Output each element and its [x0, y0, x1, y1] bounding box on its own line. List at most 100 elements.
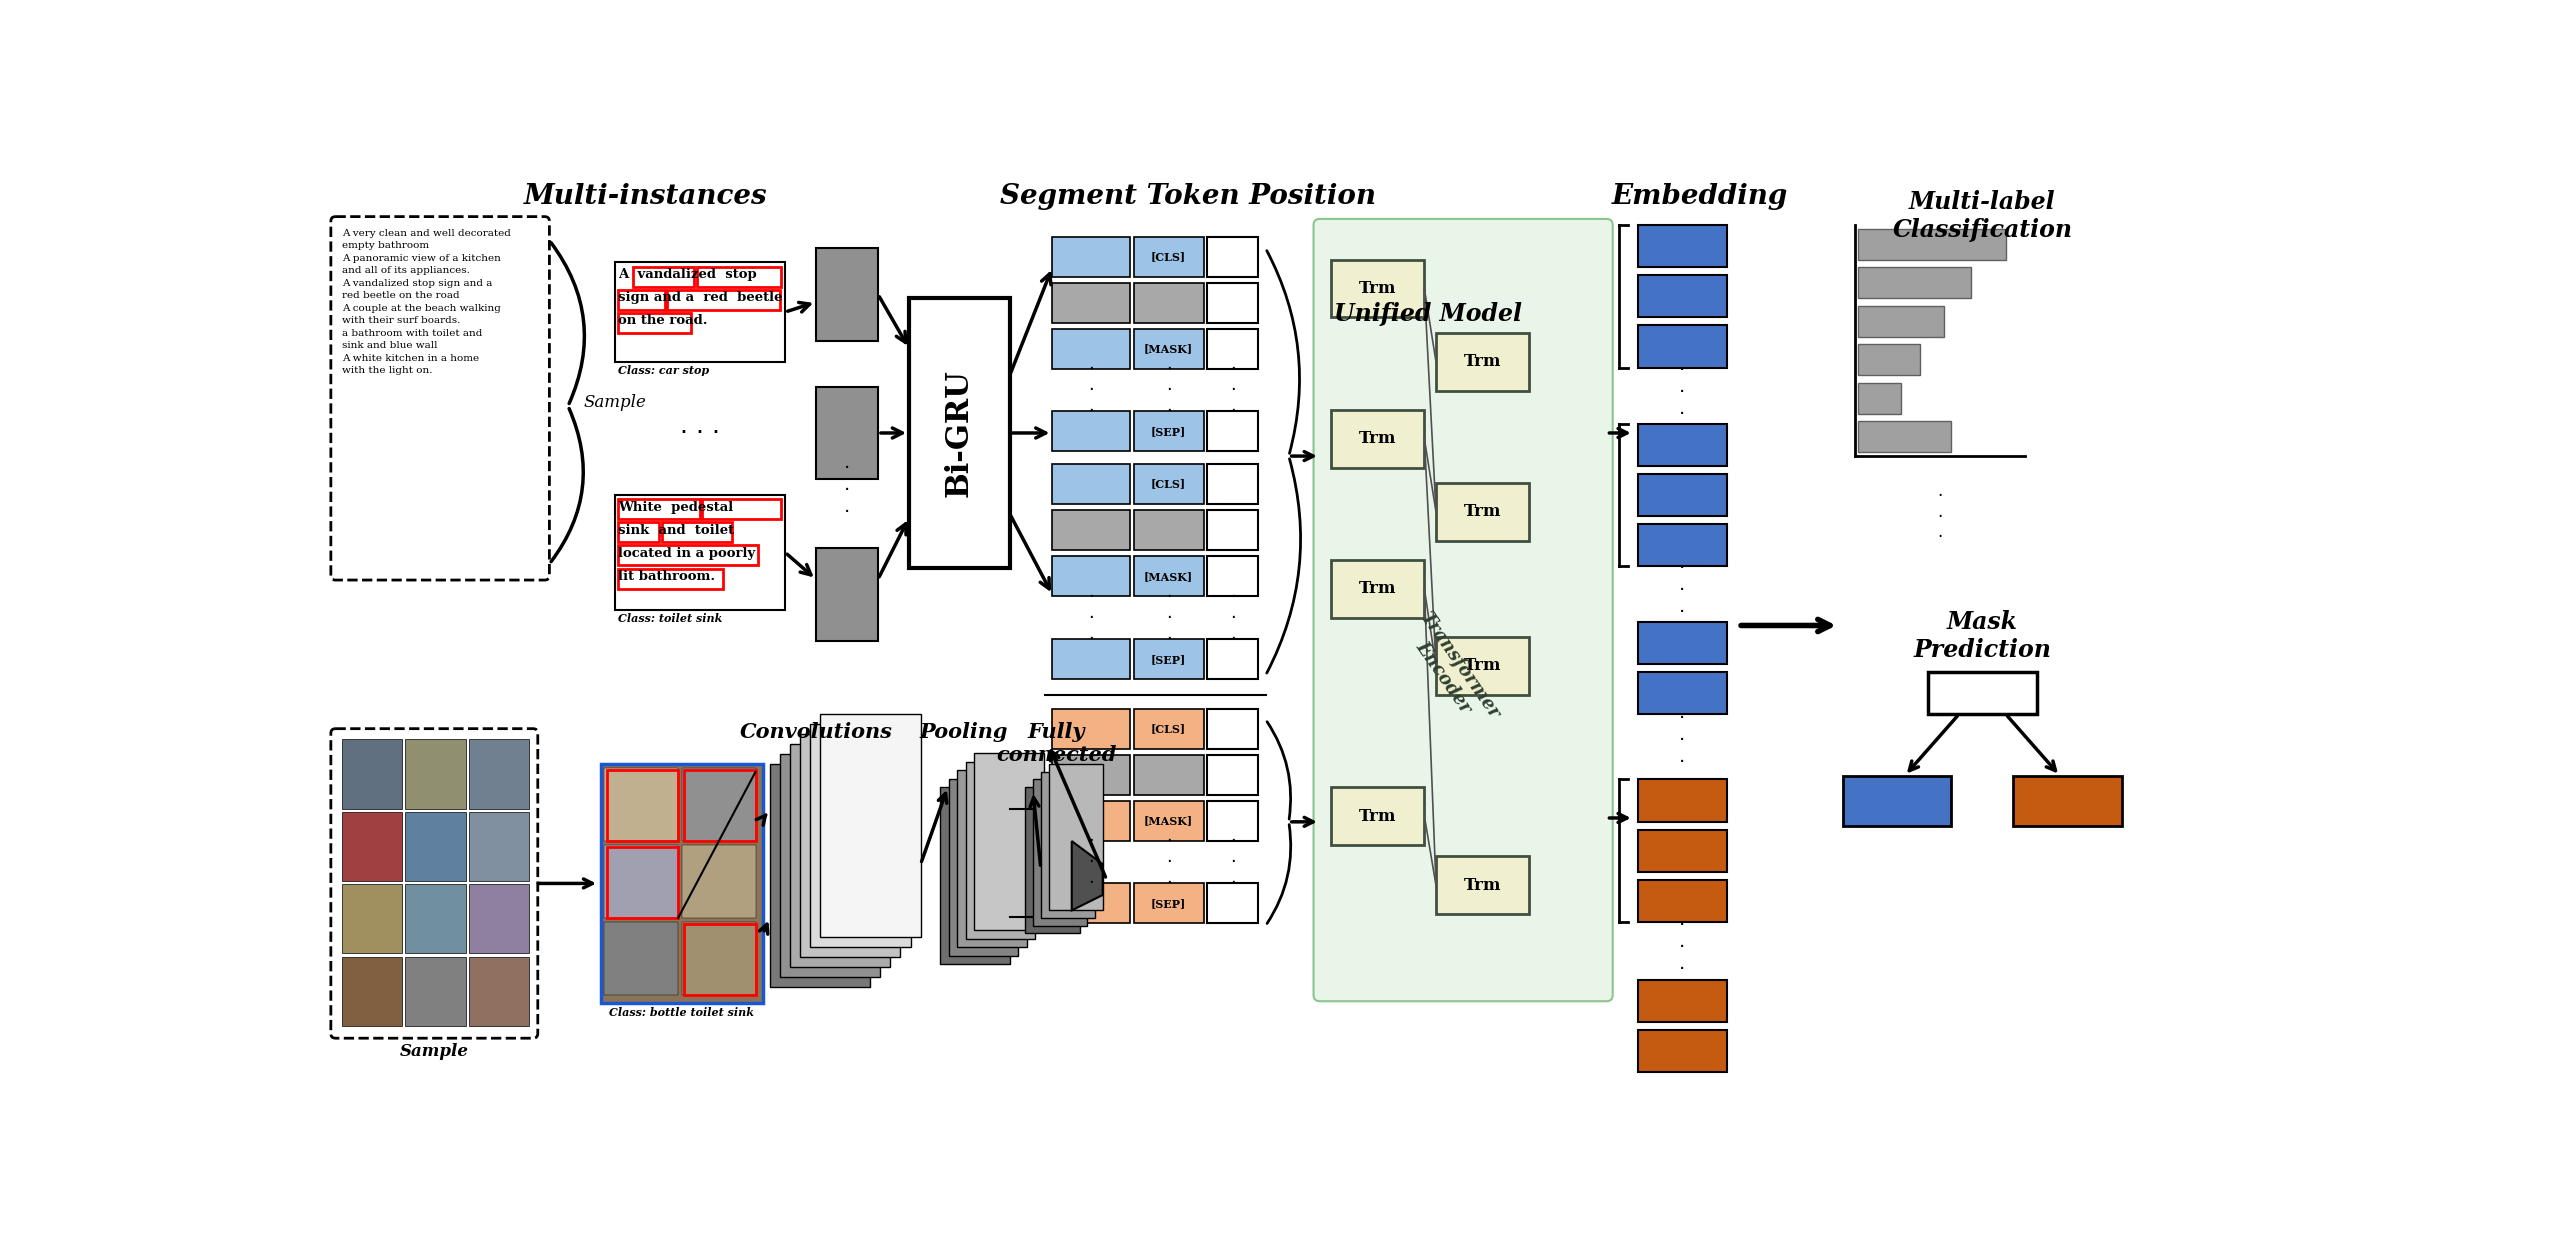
Bar	[1052, 510, 1129, 550]
Bar	[909, 299, 1009, 568]
Bar	[1134, 237, 1203, 276]
Text: Trm: Trm	[1359, 280, 1398, 297]
Bar	[1052, 708, 1129, 749]
Bar	[2012, 776, 2122, 826]
Bar	[696, 267, 781, 286]
Text: Multi-label
Classification: Multi-label Classification	[1892, 190, 2074, 242]
Bar	[1052, 283, 1129, 323]
Bar	[1052, 884, 1129, 923]
Bar	[1331, 787, 1423, 845]
Text: Sample: Sample	[584, 395, 645, 411]
Bar	[1052, 755, 1129, 795]
Bar	[1436, 333, 1528, 391]
Text: lit bathroom.: lit bathroom.	[620, 570, 714, 582]
Bar	[684, 924, 755, 995]
Bar	[1052, 329, 1129, 369]
Bar	[1024, 787, 1080, 933]
Text: [MASK]: [MASK]	[1144, 816, 1193, 827]
Bar	[1052, 237, 1129, 276]
Text: located in a poorly: located in a poorly	[620, 547, 755, 560]
Bar	[1134, 708, 1203, 749]
Bar	[620, 545, 758, 565]
Text: ·
·
·: · · ·	[845, 459, 850, 522]
Bar	[468, 739, 530, 808]
Text: Trm: Trm	[1464, 658, 1500, 675]
Text: ·
·
·: · · ·	[1679, 710, 1684, 772]
Bar	[1436, 482, 1528, 540]
Bar	[1638, 829, 1725, 872]
Polygon shape	[1073, 842, 1103, 911]
Text: ·
·
·: · · ·	[1938, 487, 1943, 547]
Text: Trm: Trm	[1464, 353, 1500, 370]
Bar	[614, 495, 786, 610]
Text: sink  and  toilet: sink and toilet	[620, 524, 735, 537]
Bar	[1859, 344, 1920, 375]
Bar	[468, 812, 530, 881]
Text: [SEP]: [SEP]	[1152, 654, 1185, 665]
Bar	[940, 787, 1009, 964]
Bar	[819, 714, 922, 938]
Bar	[607, 770, 678, 842]
Bar	[1638, 275, 1725, 317]
Bar	[1208, 708, 1257, 749]
Bar	[701, 500, 781, 520]
Bar	[1859, 230, 2004, 259]
Bar	[340, 956, 402, 1025]
Text: Trm: Trm	[1359, 807, 1398, 824]
Bar	[1034, 780, 1088, 926]
FancyBboxPatch shape	[1313, 218, 1613, 1001]
Bar	[1052, 464, 1129, 503]
Text: Trm: Trm	[1359, 580, 1398, 597]
Bar	[1331, 259, 1423, 317]
Bar	[404, 885, 466, 954]
Text: · · ·: · · ·	[681, 421, 719, 445]
Bar	[788, 744, 891, 967]
Text: [MASK]: [MASK]	[1144, 343, 1193, 354]
Bar	[809, 724, 911, 948]
Bar	[1638, 1029, 1725, 1072]
Bar	[1331, 560, 1423, 618]
Bar	[1638, 474, 1725, 516]
Bar	[1208, 329, 1257, 369]
Bar	[1638, 225, 1725, 268]
Bar	[620, 313, 691, 333]
Bar	[1436, 637, 1528, 695]
Bar	[1052, 411, 1129, 452]
Bar	[1050, 764, 1103, 911]
Text: Trm: Trm	[1464, 877, 1500, 893]
Bar	[404, 812, 466, 881]
Text: Convolutions: Convolutions	[740, 722, 893, 742]
Text: Transformer
Encoder: Transformer Encoder	[1400, 610, 1503, 734]
Text: Sample: Sample	[399, 1043, 468, 1060]
Bar	[1134, 510, 1203, 550]
Bar	[1134, 884, 1203, 923]
Bar	[817, 548, 878, 640]
Bar	[950, 779, 1019, 956]
Bar	[1134, 329, 1203, 369]
Bar	[1208, 755, 1257, 795]
Bar	[817, 248, 878, 341]
Text: ·
·
·: · · ·	[1165, 360, 1172, 420]
Bar	[681, 845, 755, 918]
Text: on the road.: on the road.	[620, 315, 709, 327]
Bar	[1134, 283, 1203, 323]
Text: Embedding: Embedding	[1610, 183, 1787, 210]
Bar	[1638, 880, 1725, 922]
Text: ·
·
·: · · ·	[1679, 559, 1684, 622]
Bar	[817, 386, 878, 479]
Bar	[771, 764, 870, 987]
Bar	[1208, 411, 1257, 452]
Bar	[684, 770, 755, 842]
Bar	[1638, 780, 1725, 822]
Bar	[1843, 776, 1951, 826]
Bar	[1052, 801, 1129, 842]
Bar	[340, 739, 402, 808]
Text: Pooling: Pooling	[919, 722, 1009, 742]
Text: A  vandalized  stop: A vandalized stop	[620, 268, 758, 281]
Text: ·
·
·: · · ·	[1229, 832, 1236, 892]
Bar	[1134, 411, 1203, 452]
Text: ·
·
·: · · ·	[1088, 360, 1093, 420]
Bar	[620, 500, 699, 520]
Bar	[1208, 884, 1257, 923]
Bar	[620, 522, 660, 542]
